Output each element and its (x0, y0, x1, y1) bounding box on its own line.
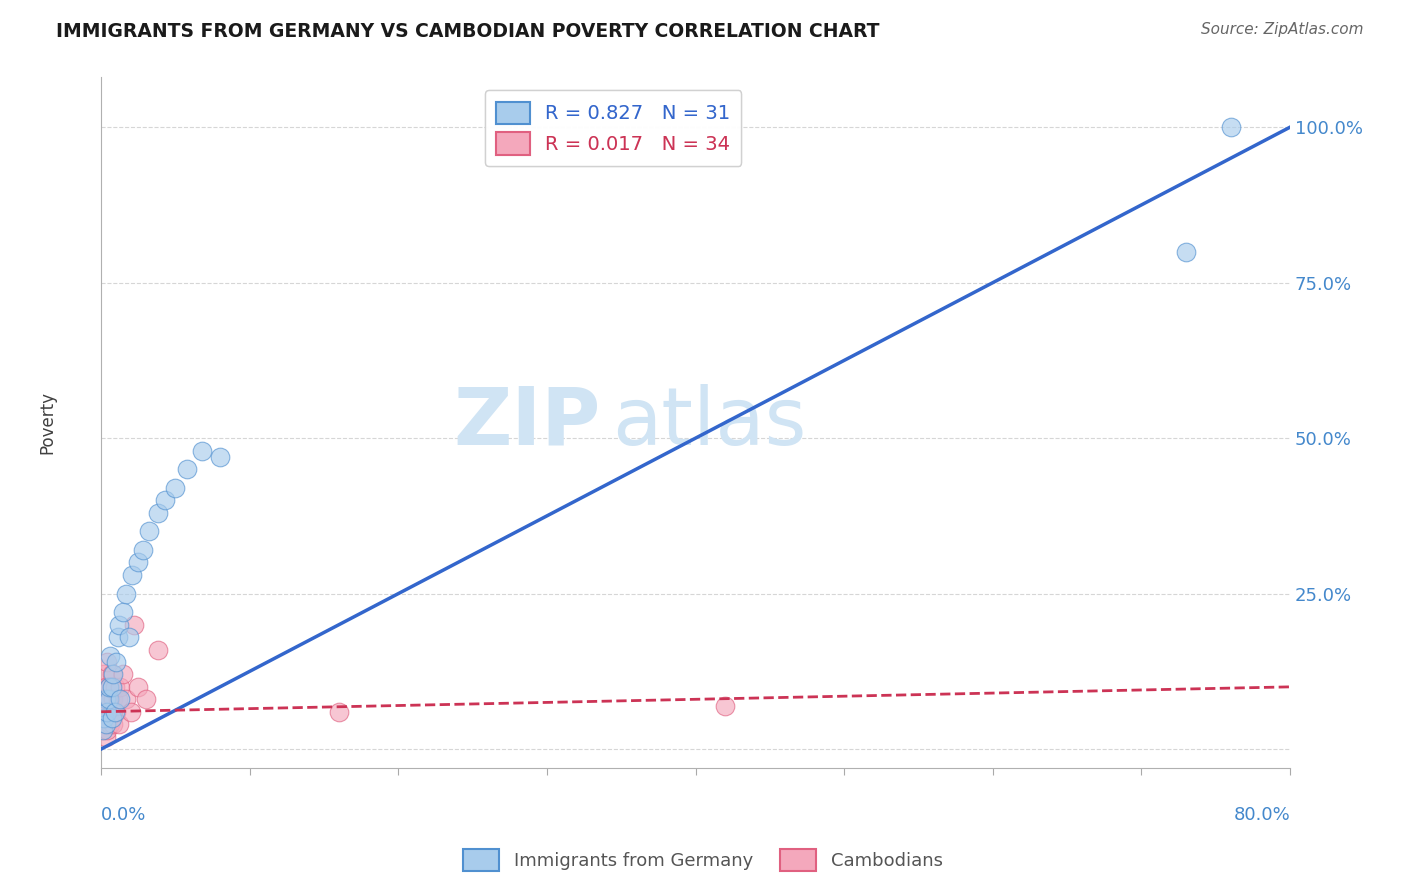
Point (146, 642, 169, 657)
Point (714, 698, 737, 713)
Point (127, 556, 149, 570)
Point (93, 717, 115, 731)
Point (105, 655, 128, 669)
Point (100, 711, 122, 725)
Point (108, 617, 131, 632)
Point (127, 680, 149, 694)
Point (112, 667, 135, 681)
Point (115, 586, 138, 600)
Point (176, 462, 198, 476)
Point (93, 711, 115, 725)
Point (93, 692, 115, 706)
Text: Source: ZipAtlas.com: Source: ZipAtlas.com (1201, 22, 1364, 37)
Point (97, 680, 120, 694)
Point (110, 692, 132, 706)
Point (91, 723, 114, 738)
Point (100, 705, 122, 719)
Point (94, 680, 117, 694)
Legend: R = 0.827   N = 31, R = 0.017   N = 34: R = 0.827 N = 31, R = 0.017 N = 34 (485, 90, 741, 166)
Point (97, 711, 120, 725)
Point (91, 723, 114, 738)
Point (105, 705, 128, 719)
Point (94, 730, 117, 744)
Point (112, 605, 135, 619)
Point (132, 543, 155, 558)
Point (94, 705, 117, 719)
Point (97, 692, 120, 706)
Point (121, 568, 143, 582)
Point (328, 705, 350, 719)
Point (191, 443, 214, 458)
Point (108, 717, 131, 731)
Point (100, 680, 122, 694)
Point (135, 692, 157, 706)
Point (96, 655, 118, 669)
Point (1219, 120, 1241, 135)
Point (98, 692, 121, 706)
Point (118, 630, 141, 644)
Point (146, 506, 169, 520)
Point (96, 705, 118, 719)
Text: 80.0%: 80.0% (1233, 805, 1291, 823)
Text: atlas: atlas (613, 384, 807, 461)
Point (101, 717, 124, 731)
Point (138, 524, 160, 539)
Point (209, 450, 232, 464)
Point (107, 630, 129, 644)
Point (103, 680, 125, 694)
Point (100, 667, 122, 681)
Text: ZIP: ZIP (453, 384, 600, 461)
Point (96, 698, 118, 713)
Point (101, 692, 124, 706)
Point (91, 705, 114, 719)
Point (103, 705, 125, 719)
Point (96, 723, 118, 738)
Point (153, 493, 176, 508)
Text: Poverty: Poverty (38, 391, 56, 454)
Point (165, 481, 187, 495)
Point (98, 648, 121, 663)
Point (101, 667, 124, 681)
Point (115, 692, 138, 706)
Point (1175, 244, 1198, 259)
Point (94, 717, 117, 731)
Text: IMMIGRANTS FROM GERMANY VS CAMBODIAN POVERTY CORRELATION CHART: IMMIGRANTS FROM GERMANY VS CAMBODIAN POV… (56, 22, 880, 41)
Legend: Immigrants from Germany, Cambodians: Immigrants from Germany, Cambodians (456, 842, 950, 879)
Point (110, 680, 132, 694)
Point (107, 692, 129, 706)
Point (98, 717, 121, 731)
Point (94, 692, 117, 706)
Point (91, 680, 114, 694)
Text: 0.0%: 0.0% (101, 805, 146, 823)
Point (97, 680, 120, 694)
Point (93, 667, 115, 681)
Point (122, 617, 145, 632)
Point (120, 705, 142, 719)
